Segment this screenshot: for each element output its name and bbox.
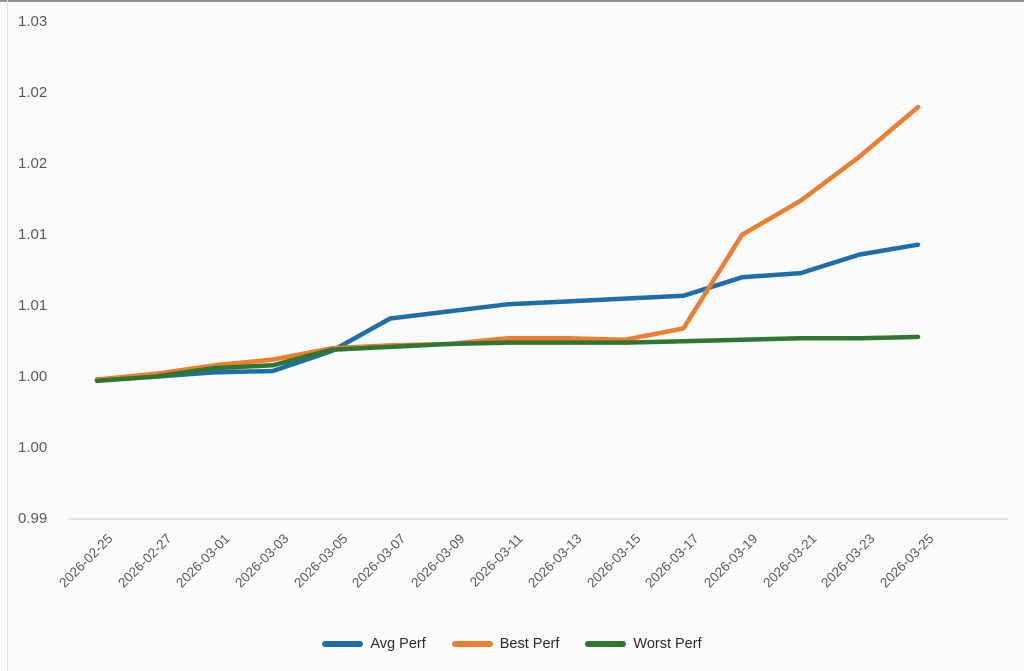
y-axis-tick-label: 1.00	[18, 438, 48, 456]
window-left-border	[7, 0, 8, 671]
series-line-avg-perf	[94, 242, 921, 382]
legend-label-avg-perf: Avg Perf	[370, 636, 426, 652]
chart-legend: Avg Perf Best Perf Worst Perf	[0, 630, 1024, 658]
legend-label-worst-perf: Worst Perf	[633, 636, 702, 652]
legend-swatch-best-perf-icon	[451, 641, 493, 647]
legend-item-avg-perf: Avg Perf	[322, 636, 426, 652]
legend-item-worst-perf: Worst Perf	[585, 636, 702, 652]
legend-label-best-perf: Best Perf	[499, 636, 560, 652]
series-line-worst-perf	[94, 334, 921, 384]
legend-swatch-avg-perf-icon	[322, 641, 364, 647]
y-axis-tick-label: 1.02	[18, 154, 48, 172]
legend-swatch-worst-perf-icon	[585, 641, 627, 647]
legend-item-best-perf: Best Perf	[451, 636, 560, 652]
y-axis-tick-label: 1.01	[18, 225, 48, 243]
y-axis-tick-label: 0.99	[18, 509, 48, 527]
y-axis-tick-label: 1.00	[18, 367, 48, 385]
y-axis-tick-label: 1.03	[18, 13, 48, 30]
series-line-best-perf	[94, 104, 921, 382]
window-top-border	[0, 0, 1024, 2]
y-axis-tick-label: 1.02	[18, 83, 48, 101]
y-axis-tick-label: 1.01	[18, 296, 48, 314]
